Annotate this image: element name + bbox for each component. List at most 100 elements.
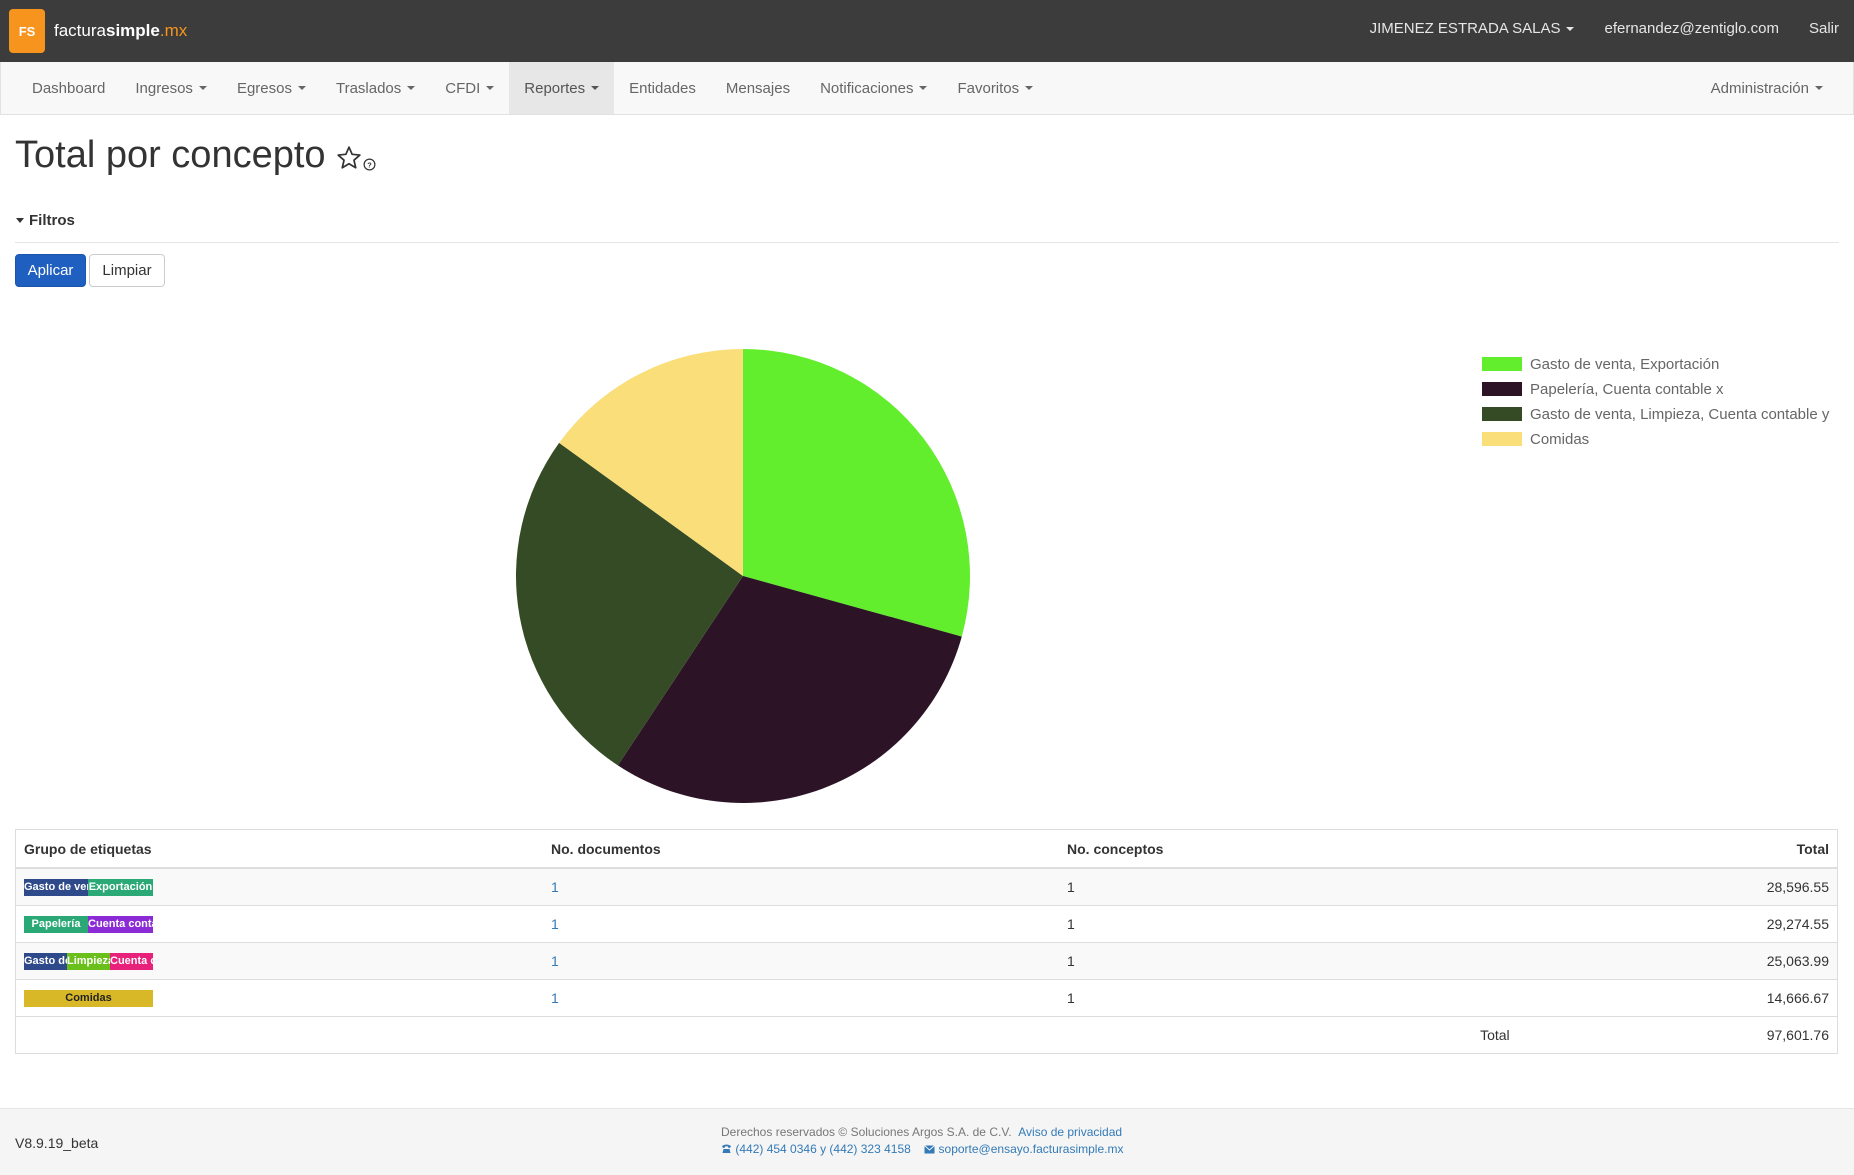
phone-numbers: (442) 454 0346 y (442) 323 4158	[735, 1142, 911, 1156]
logout-link[interactable]: Salir	[1808, 19, 1839, 37]
grand-total: 97,601.76	[1517, 1016, 1837, 1053]
concepts-cell: 1	[1059, 867, 1518, 906]
table-total-row: Total 97,601.76	[16, 1016, 1837, 1053]
nav-item-label: Dashboard	[32, 79, 106, 97]
report-table: Grupo de etiquetas No. documentos No. co…	[15, 829, 1838, 1054]
brand-name[interactable]: facturasimple.mx	[54, 21, 187, 41]
concepts-cell: 1	[1059, 979, 1518, 1017]
nav-item-egresos[interactable]: Egresos	[222, 62, 321, 114]
total-cell: 25,063.99	[1517, 942, 1837, 980]
nav-item-cfdi[interactable]: CFDI	[430, 62, 509, 114]
tag-label: Gasto de venta	[24, 878, 88, 896]
company-dropdown[interactable]: JIMENEZ ESTRADA SALAS	[1370, 20, 1575, 37]
filters-label: Filtros	[29, 212, 75, 229]
nav-item-reportes[interactable]: Reportes	[509, 62, 615, 114]
legend-swatch[interactable]	[1482, 357, 1522, 371]
total-label: Total	[1059, 1016, 1518, 1053]
docs-link[interactable]: 1	[551, 953, 559, 969]
logo-text: FS	[18, 23, 36, 39]
company-name: JIMENEZ ESTRADA SALAS	[1369, 19, 1561, 37]
support-email: soporte@ensayo.facturasimple.mx	[938, 1142, 1124, 1156]
nav-item-mensajes[interactable]: Mensajes	[711, 62, 805, 114]
pie-slice[interactable]	[743, 349, 970, 637]
chevron-down-icon	[919, 86, 928, 90]
legend-label[interactable]: Gasto de venta, Exportación	[1530, 356, 1719, 373]
top-header: FS facturasimple.mx JIMENEZ ESTRADA SALA…	[0, 0, 1854, 62]
tag-label: Comidas	[24, 989, 153, 1007]
tag-label: Papelería	[24, 915, 88, 933]
nav-item-label: Traslados	[335, 79, 402, 97]
divider	[15, 242, 1839, 243]
nav-item-label: Egresos	[236, 79, 292, 97]
phone-link[interactable]: (442) 454 0346 y (442) 323 4158	[721, 1142, 914, 1156]
nav-item-label: Ingresos	[135, 79, 193, 97]
docs-cell: 1	[543, 979, 1059, 1017]
star-icon[interactable]	[336, 145, 362, 171]
nav-item-administracion[interactable]: Administración	[1696, 62, 1838, 114]
phone-icon	[722, 1144, 731, 1153]
nav-item-notificaciones[interactable]: Notificaciones	[805, 62, 942, 114]
brand-part-3: .mx	[159, 21, 188, 40]
help-icon[interactable]: ?	[363, 158, 376, 171]
nav-item-label: Administración	[1710, 79, 1809, 97]
col-header-group[interactable]: Grupo de etiquetas	[16, 830, 543, 869]
legend-label[interactable]: Papelería, Cuenta contable x	[1530, 381, 1724, 398]
pie-slice[interactable]	[617, 576, 962, 803]
chevron-down-icon	[198, 86, 207, 90]
tag-group-cell: Comidas	[16, 979, 543, 1017]
support-email-link[interactable]: soporte@ensayo.facturasimple.mx	[924, 1142, 1123, 1156]
docs-cell: 1	[543, 942, 1059, 980]
table-row: Gasto de ventaLimpiezaCuenta contable y …	[16, 942, 1837, 980]
tag-group-cell: Gasto de ventaLimpiezaCuenta contable y	[16, 942, 543, 980]
pie-chart: Gasto de venta, Exportación Papelería, Cu…	[516, 349, 1830, 803]
legend-swatch[interactable]	[1482, 407, 1522, 421]
app-version: V8.9.19_beta	[15, 1135, 99, 1151]
chevron-down-icon	[1815, 86, 1823, 90]
app-logo[interactable]: FS	[9, 9, 45, 53]
privacy-link[interactable]: Aviso de privacidad	[1018, 1125, 1123, 1139]
nav-item-label: Mensajes	[725, 79, 791, 97]
docs-link[interactable]: 1	[551, 879, 559, 895]
page-title: Total por concepto	[15, 134, 326, 176]
nav-item-favoritos[interactable]: Favoritos	[942, 62, 1048, 114]
table-header-row: Grupo de etiquetas No. documentos No. co…	[16, 830, 1837, 869]
docs-cell: 1	[543, 905, 1059, 943]
envelope-icon	[924, 1145, 936, 1154]
footer: V8.9.19_beta Derechos reservados © Soluc…	[0, 1108, 1854, 1175]
table-row: Gasto de ventaExportación 1 1 28,596.55	[16, 867, 1837, 906]
nav-item-dashboard[interactable]: Dashboard	[17, 62, 120, 114]
legend-swatch[interactable]	[1482, 382, 1522, 396]
nav-item-label: Entidades	[629, 79, 696, 97]
docs-link[interactable]: 1	[551, 916, 559, 932]
main-navbar: Dashboard Ingresos Egresos Traslados CFD…	[0, 62, 1854, 115]
tag-label: Cuenta contable y	[110, 952, 153, 970]
nav-item-entidades[interactable]: Entidades	[614, 62, 711, 114]
legend-label[interactable]: Comidas	[1530, 431, 1589, 448]
tag-label: Cuenta contable x	[88, 915, 153, 933]
brand-part-2: simple	[105, 21, 160, 40]
col-header-concepts[interactable]: No. conceptos	[1059, 830, 1518, 869]
apply-button[interactable]: Aplicar	[15, 254, 86, 287]
pie-slice[interactable]	[516, 442, 743, 766]
col-header-total[interactable]: Total	[1517, 830, 1837, 869]
filters-toggle[interactable]: Filtros	[16, 212, 75, 229]
tag-label: Gasto de venta	[24, 952, 67, 970]
chevron-down-icon	[407, 86, 416, 90]
tag-label: Limpieza	[67, 952, 110, 970]
nav-item-traslados[interactable]: Traslados	[321, 62, 430, 114]
user-email-link[interactable]: efernandez@zentiglo.com	[1604, 19, 1779, 37]
docs-link[interactable]: 1	[551, 990, 559, 1006]
legend-label[interactable]: Gasto de venta, Limpieza, Cuenta contabl…	[1530, 406, 1830, 423]
col-header-docs[interactable]: No. documentos	[543, 830, 1059, 869]
pie-slice[interactable]	[559, 349, 743, 576]
nav-item-label: Notificaciones	[820, 79, 914, 97]
total-cell: 29,274.55	[1517, 905, 1837, 943]
total-cell: 28,596.55	[1517, 867, 1837, 906]
nav-item-ingresos[interactable]: Ingresos	[120, 62, 222, 114]
total-cell: 14,666.67	[1517, 979, 1837, 1017]
chevron-down-icon	[591, 86, 600, 90]
legend-swatch[interactable]	[1482, 432, 1522, 446]
clear-button[interactable]: Limpiar	[89, 254, 165, 287]
